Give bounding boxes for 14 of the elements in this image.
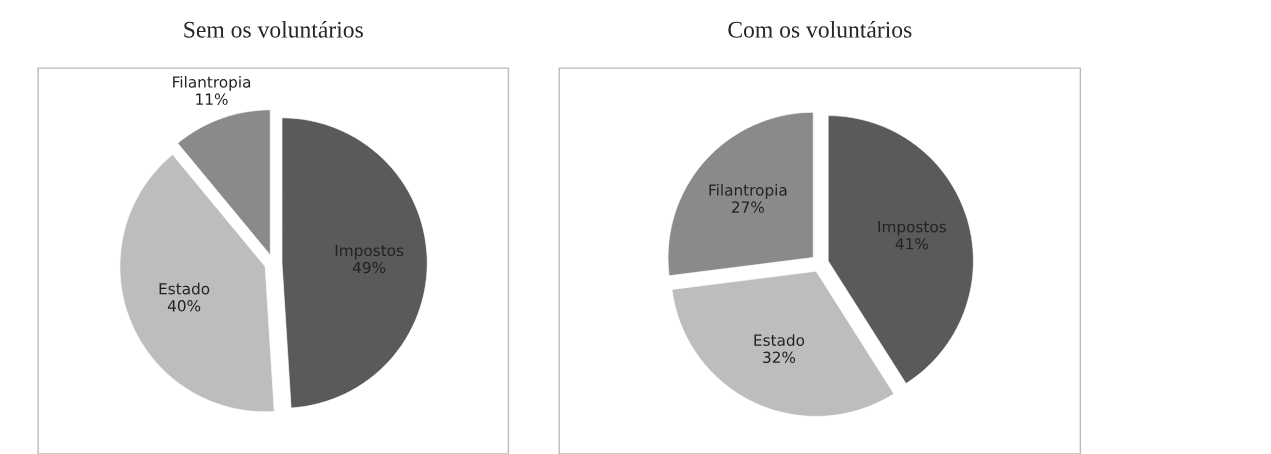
slice-label: Impostos (878, 221, 946, 236)
slice-label: Impostos (335, 244, 404, 260)
data-label: 32% (763, 351, 796, 364)
chart-title: Com os voluntários (728, 21, 912, 38)
slice-label: Filantropia (709, 183, 787, 199)
chart-title: Sem os voluntários (184, 21, 363, 38)
data-label: 49% (352, 261, 386, 274)
slice-label: Estado (159, 282, 210, 295)
data-label: 40% (167, 300, 201, 312)
slice-label: Filantropia (173, 75, 251, 91)
data-label: 11% (196, 93, 228, 105)
data-label: 27% (732, 201, 765, 213)
slice-label: Estado (754, 334, 805, 346)
data-label: 41% (895, 238, 929, 250)
